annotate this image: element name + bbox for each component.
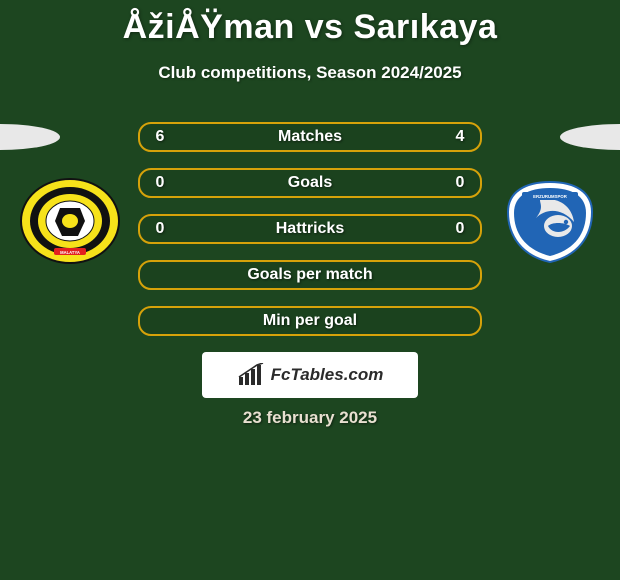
stat-right-value: 0 bbox=[450, 220, 470, 238]
team-left-badge: MALATYA bbox=[20, 178, 120, 264]
team-right-badge: ERZURUMSPOR bbox=[500, 178, 600, 264]
stat-right-value: 4 bbox=[450, 128, 470, 146]
footer-date: 23 february 2025 bbox=[0, 408, 620, 428]
stat-row-goals: 0 Goals 0 bbox=[138, 168, 482, 198]
source-logo-text: FcTables.com bbox=[271, 365, 384, 385]
stat-label: Goals per match bbox=[170, 266, 450, 284]
stat-row-hattricks: 0 Hattricks 0 bbox=[138, 214, 482, 244]
badge-right-label: ERZURUMSPOR bbox=[533, 194, 568, 199]
page-title: ÅžiÅŸman vs Sarıkaya bbox=[0, 0, 620, 47]
stat-label: Matches bbox=[170, 128, 450, 146]
left-ellipse-shadow bbox=[0, 124, 60, 150]
malatyaspor-crest-icon: MALATYA bbox=[20, 178, 120, 264]
right-ellipse-shadow bbox=[560, 124, 620, 150]
stat-label: Hattricks bbox=[170, 220, 450, 238]
stat-label: Goals bbox=[170, 174, 450, 192]
source-logo[interactable]: FcTables.com bbox=[202, 352, 418, 398]
stat-left-value: 6 bbox=[150, 128, 170, 146]
stat-row-min-per-goal: Min per goal bbox=[138, 306, 482, 336]
bar-chart-icon bbox=[237, 363, 265, 387]
stat-row-matches: 6 Matches 4 bbox=[138, 122, 482, 152]
stats-panel: 6 Matches 4 0 Goals 0 0 Hattricks 0 Goal… bbox=[138, 122, 482, 352]
stat-left-value: 0 bbox=[150, 174, 170, 192]
erzurumspor-crest-icon: ERZURUMSPOR bbox=[500, 178, 600, 264]
stat-right-value: 0 bbox=[450, 174, 470, 192]
stat-row-goals-per-match: Goals per match bbox=[138, 260, 482, 290]
badge-left-label: MALATYA bbox=[60, 250, 80, 255]
stat-left-value: 0 bbox=[150, 220, 170, 238]
stat-label: Min per goal bbox=[170, 312, 450, 330]
page-subtitle: Club competitions, Season 2024/2025 bbox=[0, 63, 620, 83]
